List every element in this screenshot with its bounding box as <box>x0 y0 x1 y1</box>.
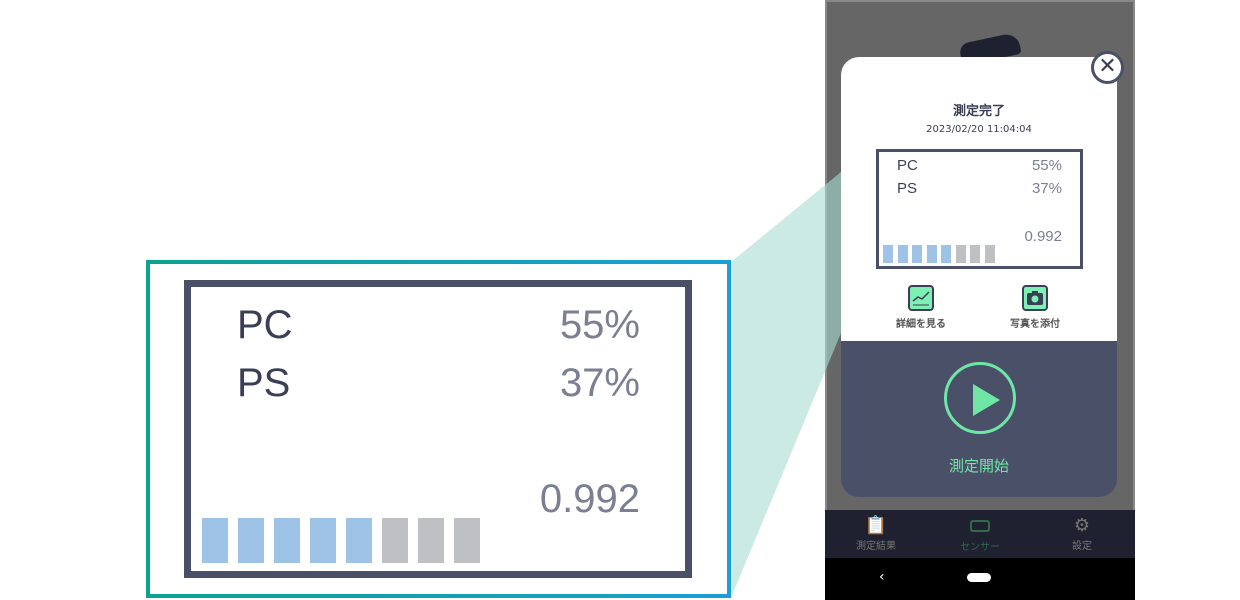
level-segment <box>454 518 480 563</box>
level-segment <box>238 518 264 563</box>
modal-title: 測定完了 <box>952 104 1005 119</box>
value-ps: 37% <box>1031 180 1062 197</box>
home-button[interactable] <box>967 573 991 582</box>
sensor-icon <box>935 515 1025 538</box>
zoom-level-bars <box>202 518 502 563</box>
zoom-score: 0.992 <box>539 477 640 521</box>
level-segment <box>955 245 966 263</box>
gear-icon: ⚙ <box>1073 515 1091 536</box>
attach-photo-label: 写真を添付 <box>1010 319 1060 330</box>
level-segment <box>984 245 995 263</box>
start-measurement-button[interactable] <box>944 362 1016 434</box>
result-frame: PC 55% PS 37% 0.992 <box>876 149 1083 269</box>
play-icon <box>973 384 1000 416</box>
back-icon[interactable]: ‹ <box>879 569 885 585</box>
level-segment <box>310 518 336 563</box>
bottom-nav: 📋 測定結果 センサー ⚙ 設定 <box>825 510 1135 558</box>
level-segment <box>202 518 228 563</box>
zoom-value-ps: 37% <box>559 361 640 405</box>
level-segment <box>418 518 444 563</box>
nav-label-sensor: センサー <box>960 542 1000 553</box>
label-ps: PS <box>897 180 918 197</box>
system-nav-bar: ‹ <box>825 558 1135 600</box>
start-measurement-label[interactable]: 測定開始 <box>948 457 1009 475</box>
close-icon[interactable]: ✕ <box>1091 51 1124 84</box>
modal-result-section: 測定完了 2023/02/20 11:04:04 PC 55% PS 37% 0… <box>841 57 1117 341</box>
score: 0.992 <box>1024 228 1062 245</box>
level-segment <box>897 245 908 263</box>
level-segment <box>346 518 372 563</box>
level-bars <box>883 245 1003 263</box>
view-details-label: 詳細を見る <box>896 319 946 330</box>
level-segment <box>912 245 922 263</box>
level-segment <box>970 245 980 263</box>
level-segment <box>274 518 300 563</box>
attach-photo-button[interactable]: 写真を添付 <box>995 285 1075 330</box>
zoomed-result-callout: PC 55% PS 37% 0.992 <box>146 260 731 598</box>
nav-label-results: 測定結果 <box>856 541 896 552</box>
level-segment <box>883 245 893 263</box>
nav-label-settings: 設定 <box>1072 541 1092 552</box>
camera-icon <box>1022 285 1048 311</box>
value-pc: 55% <box>1031 157 1062 174</box>
nav-item-settings[interactable]: ⚙ 設定 <box>1037 515 1127 552</box>
measurement-complete-modal: 測定完了 2023/02/20 11:04:04 PC 55% PS 37% 0… <box>841 57 1117 497</box>
view-details-button[interactable]: 詳細を見る <box>881 285 961 330</box>
level-segment <box>926 245 937 263</box>
zoom-label-ps: PS <box>237 361 291 405</box>
zoom-label-pc: PC <box>237 303 293 347</box>
label-pc: PC <box>897 157 918 174</box>
nav-item-results[interactable]: 📋 測定結果 <box>831 515 921 552</box>
zoom-value-pc: 55% <box>559 303 640 347</box>
clipboard-chart-icon: 📋 <box>864 515 888 536</box>
level-segment <box>941 245 951 263</box>
zoomed-result-frame: PC 55% PS 37% 0.992 <box>184 280 692 578</box>
level-segment <box>382 518 408 563</box>
timestamp: 2023/02/20 11:04:04 <box>926 124 1032 135</box>
chart-icon <box>908 285 934 311</box>
nav-item-sensor[interactable]: センサー <box>935 515 1025 553</box>
